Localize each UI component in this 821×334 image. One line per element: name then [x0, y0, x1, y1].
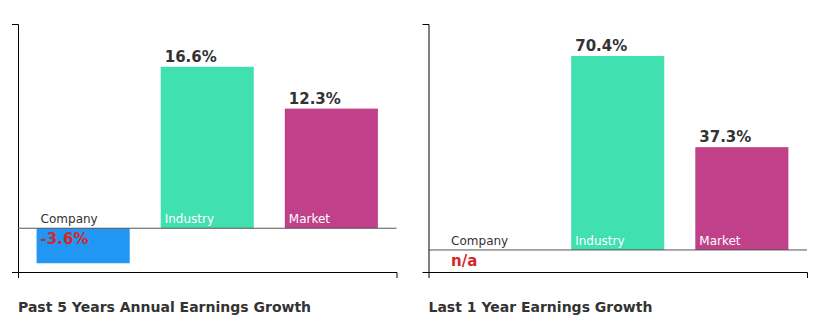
bar	[285, 109, 378, 229]
x-axis	[19, 273, 398, 279]
value-label: 16.6%	[165, 48, 217, 66]
value-label: n/a	[451, 252, 477, 270]
y-axis	[12, 25, 19, 273]
x-axis-line	[429, 273, 808, 279]
value-label: -3.6%	[41, 230, 89, 248]
panel: Company -3.6% Industry 16.6% Market 12.3%	[12, 25, 397, 279]
y-axis-line	[423, 25, 430, 273]
x-axis-line	[19, 273, 398, 279]
zero-line	[18, 228, 397, 229]
panel: Company n/a Industry 70.4% Market 37.3%	[423, 25, 808, 279]
y-axis	[423, 25, 430, 273]
category-label: Industry	[165, 212, 214, 226]
value-label: 37.3%	[699, 128, 751, 146]
bar	[161, 67, 254, 228]
bars	[37, 67, 378, 263]
labels: Company -3.6% Industry 16.6% Market 12.3%	[41, 48, 341, 249]
category-label: Market	[289, 212, 331, 226]
value-label: 12.3%	[289, 90, 341, 108]
category-label: Market	[699, 234, 741, 248]
category-label: Company	[451, 234, 508, 248]
bar	[571, 56, 664, 250]
chart-title: Past 5 Years Annual Earnings Growth	[18, 299, 311, 315]
x-axis	[429, 273, 808, 279]
bar	[37, 228, 130, 263]
bars	[571, 56, 788, 250]
category-label: Industry	[575, 234, 624, 248]
zero-line	[429, 249, 808, 250]
chart-title: Last 1 Year Earnings Growth	[429, 299, 653, 315]
category-label: Company	[41, 212, 98, 226]
bar	[695, 147, 788, 250]
chart-root: Company -3.6% Industry 16.6% Market 12.3% Past…	[0, 0, 821, 334]
value-label: 70.4%	[575, 37, 627, 55]
y-axis-line	[12, 25, 19, 273]
labels: Company n/a Industry 70.4% Market 37.3%	[451, 37, 751, 270]
